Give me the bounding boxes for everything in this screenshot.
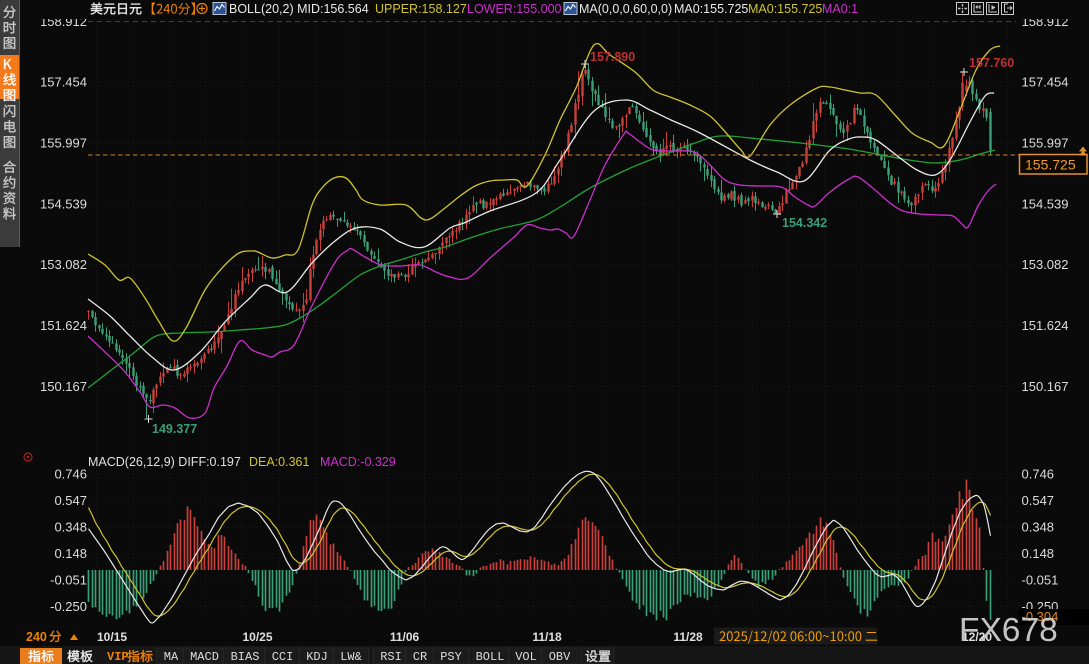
svg-text:154.342: 154.342 (782, 216, 827, 230)
svg-text:154.539: 154.539 (1022, 197, 1069, 212)
svg-text:155.997: 155.997 (40, 136, 87, 151)
svg-text:DEA:0.361: DEA:0.361 (249, 455, 310, 469)
svg-text:154.539: 154.539 (40, 197, 87, 212)
svg-text:MA0:1: MA0:1 (822, 2, 858, 16)
svg-text:UPPER:158.127: UPPER:158.127 (375, 2, 467, 16)
svg-text:RSI: RSI (380, 650, 402, 664)
svg-text:0.148: 0.148 (54, 546, 87, 561)
svg-text:MA: MA (164, 650, 179, 664)
svg-text:LW&: LW& (340, 650, 362, 664)
svg-text:PSY: PSY (440, 650, 462, 664)
svg-text:0.746: 0.746 (1022, 467, 1055, 482)
svg-text:153.082: 153.082 (1022, 257, 1069, 272)
svg-text:-0.051: -0.051 (50, 573, 87, 588)
svg-text:CCI: CCI (272, 650, 294, 664)
svg-text:149.377: 149.377 (152, 422, 197, 436)
svg-text:0.547: 0.547 (1022, 493, 1055, 508)
svg-text:155.997: 155.997 (1022, 136, 1069, 151)
svg-text:0.348: 0.348 (1022, 520, 1055, 535)
svg-text:LOWER:155.000: LOWER:155.000 (467, 2, 562, 16)
svg-text:240: 240 (26, 630, 47, 644)
svg-text:11/28: 11/28 (673, 630, 703, 644)
svg-text:10/25: 10/25 (242, 630, 272, 644)
svg-text:157.890: 157.890 (590, 50, 635, 64)
svg-text:MACD(26,12,9) DIFF:0.197: MACD(26,12,9) DIFF:0.197 (88, 455, 241, 469)
svg-text:OBV: OBV (549, 650, 571, 664)
svg-text:VIP: VIP (107, 650, 129, 664)
svg-text:FX678: FX678 (959, 612, 1058, 649)
svg-text:VOL: VOL (515, 650, 537, 664)
svg-text:150.167: 150.167 (1022, 379, 1069, 394)
svg-text:150.167: 150.167 (40, 379, 87, 394)
svg-text:BIAS: BIAS (231, 650, 260, 664)
svg-text:-0.304: -0.304 (1022, 609, 1059, 624)
svg-text:0.148: 0.148 (1022, 546, 1055, 561)
svg-text:CR: CR (413, 650, 427, 664)
svg-text:BOLL: BOLL (476, 650, 505, 664)
svg-text:-0.051: -0.051 (1022, 573, 1059, 588)
svg-text:153.082: 153.082 (40, 257, 87, 272)
svg-text:MACD:-0.329: MACD:-0.329 (320, 455, 396, 469)
svg-text:KDJ: KDJ (306, 650, 328, 664)
svg-text:11/18: 11/18 (532, 630, 562, 644)
svg-text:12/20: 12/20 (962, 630, 992, 644)
svg-text:0.348: 0.348 (54, 520, 87, 535)
svg-text:157.760: 157.760 (969, 56, 1014, 70)
svg-text:MA0:155.725: MA0:155.725 (674, 2, 748, 16)
svg-text:MACD: MACD (190, 650, 219, 664)
svg-text:157.454: 157.454 (40, 75, 87, 90)
svg-text:-0.250: -0.250 (50, 599, 87, 614)
svg-text:151.624: 151.624 (1022, 318, 1069, 333)
svg-text:0.547: 0.547 (54, 493, 87, 508)
svg-text:11/06: 11/06 (390, 630, 420, 644)
svg-text:MA(0,0,0,60,0,0): MA(0,0,0,60,0,0) (579, 2, 672, 16)
svg-text:157.454: 157.454 (1022, 75, 1069, 90)
svg-text:151.624: 151.624 (40, 318, 87, 333)
svg-text:0.746: 0.746 (54, 467, 87, 482)
svg-text:BOLL(20,2) MID:156.564: BOLL(20,2) MID:156.564 (229, 2, 369, 16)
svg-text:155.725: 155.725 (1025, 157, 1076, 173)
svg-text:10/15: 10/15 (97, 630, 127, 644)
svg-text:MA0:155.725: MA0:155.725 (748, 2, 822, 16)
